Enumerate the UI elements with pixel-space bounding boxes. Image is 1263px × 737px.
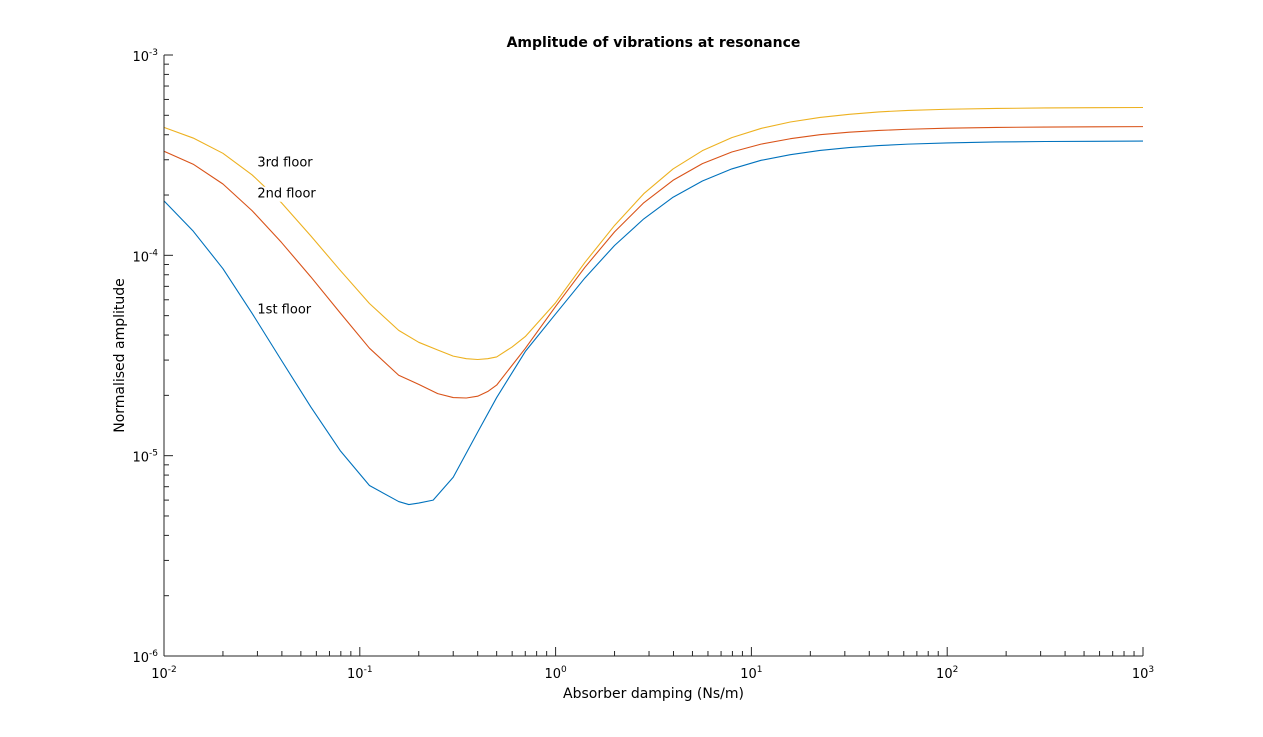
annotation-background <box>256 186 318 202</box>
series-annotations: 3rd floor 2nd floor 1st floor <box>256 155 318 318</box>
series-annotation: 1st floor <box>257 302 311 317</box>
x-tick-label: 10-2 <box>151 665 177 682</box>
y-axis-title: Normalised amplitude <box>112 278 128 433</box>
y-tick-label: 10-6 <box>132 649 158 666</box>
x-tick-label: 10-1 <box>347 665 373 682</box>
y-tick-label: 10-4 <box>132 248 158 265</box>
y-tick-label: 10-3 <box>132 48 158 65</box>
tick-labels: 10-2 10-1 100 101 102 103 10-6 10-5 10-4 10-3 <box>132 48 1154 682</box>
series-annotation: 3rd floor <box>257 155 313 170</box>
annotation-background <box>256 302 313 318</box>
y-tick-label: 10-5 <box>132 449 158 466</box>
series-annotation: 2nd floor <box>257 187 316 202</box>
x-axis-title: Absorber damping (Ns/m) <box>563 686 744 702</box>
chart-title: Amplitude of vibrations at resonance <box>507 35 801 51</box>
x-tick-label: 100 <box>544 665 567 682</box>
annotation-background <box>256 155 315 171</box>
series-line-2 <box>163 126 1144 399</box>
axes <box>163 55 1143 657</box>
x-tick-label: 101 <box>740 665 762 682</box>
plot-series <box>163 106 1144 506</box>
x-tick-label: 102 <box>936 665 958 682</box>
series-line-1 <box>163 140 1144 506</box>
x-tick-label: 103 <box>1132 665 1154 682</box>
series-line-3 <box>163 106 1144 361</box>
